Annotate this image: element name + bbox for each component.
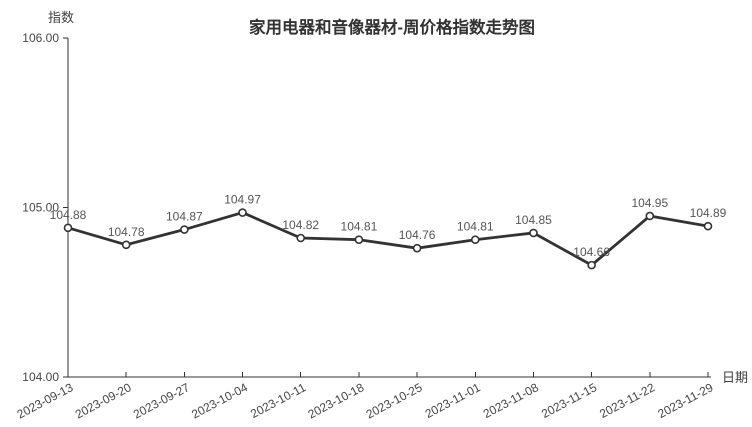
data-point-label: 104.81 [341,220,378,234]
data-point-label: 104.82 [282,218,319,232]
data-point-marker[interactable] [529,228,538,238]
x-tick-label: 2023-09-20 [73,380,134,421]
x-tick-label: 2023-10-18 [306,380,367,421]
data-point-marker[interactable] [63,223,73,233]
data-point-marker[interactable] [354,235,364,245]
data-point-label: 104.89 [690,206,727,220]
x-tick-label: 2023-10-11 [248,380,308,421]
y-tick-label: 105.00 [22,201,59,215]
data-point-label: 104.66 [573,245,610,259]
data-point-marker[interactable] [238,208,247,217]
chart-title: 家用电器和音像器材-周价格指数走势图 [249,17,535,37]
y-axis-name: 指数 [48,10,74,25]
data-point-marker[interactable] [180,225,189,234]
price-index-series-line [66,211,710,267]
y-tick-label: 104.00 [22,370,59,384]
x-tick-label: 2023-11-29 [655,380,715,421]
data-point-label: 104.88 [50,208,87,222]
data-point-label: 104.97 [224,193,261,207]
x-tick-label: 2023-11-01 [423,380,483,421]
data-point-marker[interactable] [121,240,131,250]
x-tick-label: 2023-11-08 [481,380,541,421]
x-tick-label: 2023-11-22 [597,380,657,421]
data-point-marker[interactable] [412,243,422,253]
data-point-label: 104.81 [457,220,494,234]
y-tick-label: 106.00 [22,31,59,45]
data-point-marker[interactable] [470,235,480,245]
data-point-label: 104.76 [399,228,436,242]
data-point-label: 104.78 [108,225,145,239]
data-point-marker[interactable] [296,233,306,243]
x-tick-label: 2023-10-25 [364,380,425,421]
data-point-label: 104.85 [515,213,552,227]
plot-area: 104.00105.00106.002023-09-132023-09-2020… [15,31,727,421]
data-point-marker[interactable] [587,260,596,270]
data-point-marker[interactable] [645,211,655,221]
x-tick-label: 2023-09-13 [15,380,76,421]
x-axis-name: 日期 [722,370,748,385]
x-tick-label: 2023-10-04 [189,380,250,421]
x-tick-label: 2023-11-15 [539,380,599,421]
data-point-marker[interactable] [703,221,713,231]
data-point-label: 104.95 [631,196,668,210]
data-point-label: 104.87 [166,210,203,224]
x-tick-label: 2023-09-27 [131,380,192,421]
